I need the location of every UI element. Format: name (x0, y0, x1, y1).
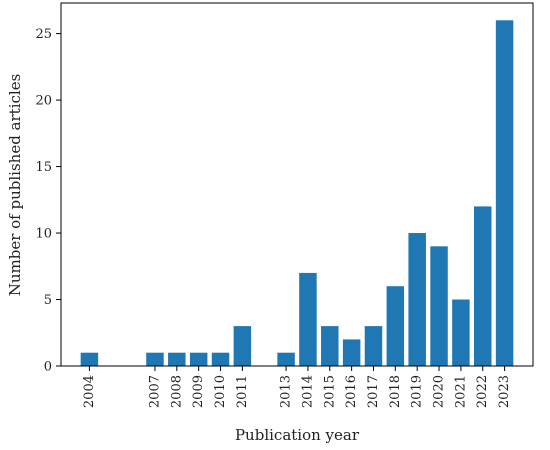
bar-2013 (277, 352, 295, 366)
y-tick-label: 5 (44, 293, 52, 308)
bar-2007 (146, 352, 164, 366)
x-tick-label: 2015 (322, 375, 337, 408)
bar-2004 (80, 352, 99, 366)
x-tick-label: 2008 (169, 375, 184, 408)
y-tick-label: 20 (35, 94, 52, 109)
x-tick-label: 2018 (388, 375, 403, 408)
bar-2016 (342, 339, 361, 366)
x-tick-label: 2016 (344, 375, 359, 408)
y-tick-label: 10 (35, 227, 52, 242)
bar-2011 (233, 326, 252, 366)
bar-2023 (495, 20, 514, 366)
x-tick-label: 2017 (366, 375, 381, 408)
x-axis-title: Publication year (235, 426, 360, 444)
bar-2019 (408, 233, 426, 366)
bar-2017 (364, 326, 383, 366)
bar-2021 (452, 299, 470, 366)
x-tick-label: 2020 (432, 375, 447, 408)
y-tick-label: 25 (35, 27, 52, 42)
x-tick-label: 2007 (147, 375, 162, 408)
x-tick-label: 2023 (497, 375, 512, 408)
x-tick-label: 2009 (191, 375, 206, 408)
bar-2008 (168, 352, 186, 366)
x-tick-label: 2010 (213, 375, 228, 408)
x-tick-label: 2019 (410, 375, 425, 408)
x-tick-label: 2022 (475, 375, 490, 408)
bar-2009 (189, 352, 208, 366)
bars-layer (80, 20, 514, 366)
bar-2015 (321, 326, 339, 366)
x-tick-label: 2013 (279, 375, 294, 408)
x-tick-label: 2021 (453, 375, 468, 408)
x-tick-label: 2011 (235, 375, 250, 408)
y-tick-label: 0 (44, 360, 52, 375)
y-tick-label: 15 (35, 160, 52, 175)
bar-2014 (299, 272, 317, 366)
y-axis-title: Number of published articles (6, 74, 24, 297)
bar-2022 (474, 206, 492, 366)
y-axis: 0 5 10 15 20 25 (35, 27, 61, 375)
bar-2010 (211, 352, 230, 366)
bar-2020 (430, 246, 448, 366)
x-tick-label: 2014 (300, 375, 315, 408)
bar-2018 (386, 286, 405, 366)
x-tick-label: 2004 (82, 375, 97, 408)
plot-frame (60, 2, 534, 367)
x-axis: 2004 2007 2008 2009 2010 2011 2013 2014 2015 2016… (82, 366, 512, 408)
